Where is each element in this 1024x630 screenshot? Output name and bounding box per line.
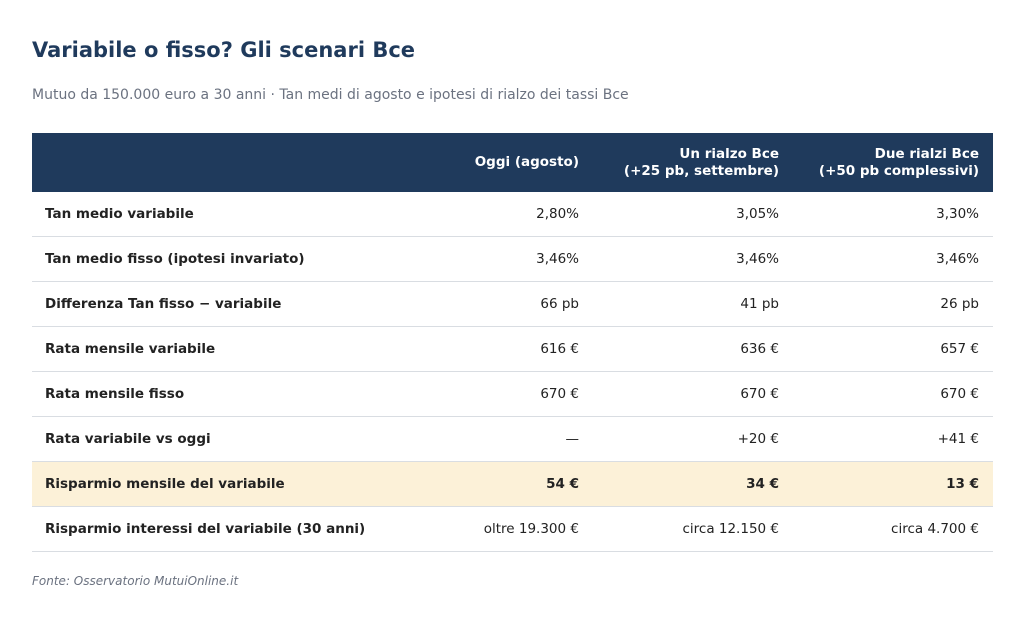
- header-cell-un-rialzo: Un rialzo Bce (+25 pb, settembre): [593, 133, 793, 192]
- table-row: Tan medio fisso (ipotesi invariato) 3,46%…: [32, 236, 993, 282]
- row-label: Risparmio mensile del variabile: [32, 461, 452, 507]
- chart-title: Variabile o fisso? Gli scenari Bce: [32, 38, 416, 62]
- table-cell: 3,30%: [793, 192, 993, 237]
- table-cell: 66 pb: [452, 281, 593, 327]
- table-cell: 670 €: [452, 371, 593, 417]
- row-label: Rata mensile fisso: [32, 371, 452, 417]
- header-line: (+25 pb, settembre): [623, 162, 779, 179]
- header-line: Oggi (agosto): [474, 154, 579, 170]
- row-label: Rata mensile variabile: [32, 326, 452, 372]
- table-body: Tan medio variabile 2,80% 3,05% 3,30% Tan me…: [32, 192, 993, 552]
- table-row: Rata mensile fisso 670 €670 €670 €: [32, 371, 993, 417]
- row-label: Tan medio variabile: [32, 192, 452, 237]
- table-cell: 670 €: [593, 371, 793, 417]
- row-label: Risparmio interessi del variabile (30 an…: [32, 506, 452, 552]
- table-cell: 54 €: [452, 461, 593, 507]
- header-cell-label: [32, 133, 452, 192]
- table-cell: circa 4.700 €: [793, 506, 993, 552]
- table-cell: 3,46%: [793, 236, 993, 282]
- table-cell: 657 €: [793, 326, 993, 372]
- table-cell: +41 €: [793, 416, 993, 462]
- header-line: Due rialzi Bce: [874, 145, 979, 162]
- table-cell: 3,46%: [593, 236, 793, 282]
- table-cell: 13 €: [793, 461, 993, 507]
- row-label: Rata variabile vs oggi: [32, 416, 452, 462]
- header-line: (+50 pb complessivi): [818, 162, 979, 179]
- table-cell: 26 pb: [793, 281, 993, 327]
- scenario-table: Oggi (agosto) Un rialzo Bce (+25 pb, set…: [32, 133, 993, 552]
- row-label: Tan medio fisso (ipotesi invariato): [32, 236, 452, 282]
- table-cell: 3,05%: [593, 192, 793, 237]
- table-cell: —: [452, 416, 593, 462]
- table-cell: 34 €: [593, 461, 793, 507]
- table-cell: 670 €: [793, 371, 993, 417]
- table-cell: 616 €: [452, 326, 593, 372]
- table-cell: +20 €: [593, 416, 793, 462]
- table-header-row: Oggi (agosto) Un rialzo Bce (+25 pb, set…: [32, 133, 993, 192]
- table-cell: 3,46%: [452, 236, 593, 282]
- header-cell-oggi: Oggi (agosto): [452, 133, 593, 192]
- row-label: Differenza Tan fisso − variabile: [32, 281, 452, 327]
- table-cell: 636 €: [593, 326, 793, 372]
- table-row: Rata variabile vs oggi — +20 € +41 €: [32, 416, 993, 462]
- table-cell: 2,80%: [452, 192, 593, 237]
- table-row: Tan medio variabile 2,80% 3,05% 3,30%: [32, 192, 993, 237]
- table-cell: 41 pb: [593, 281, 793, 327]
- header-cell-due-rialzi: Due rialzi Bce (+50 pb complessivi): [793, 133, 993, 192]
- table-row: Differenza Tan fisso − variabile 66 pb 41 …: [32, 281, 993, 327]
- header-line: Un rialzo Bce: [679, 145, 779, 162]
- table-row: Rata mensile variabile 616 €636 €657 €: [32, 326, 993, 372]
- table-cell: oltre 19.300 €: [452, 506, 593, 552]
- source-note: Fonte: Osservatorio MutuiOnline.it: [32, 574, 239, 588]
- table-cell: circa 12.150 €: [593, 506, 793, 552]
- table-row: Risparmio interessi del variabile (30 an…: [32, 506, 993, 552]
- chart-subtitle: Mutuo da 150.000 euro a 30 anni · Tan me…: [32, 87, 629, 103]
- table-row: Risparmio mensile del variabile 54 €34 €1…: [32, 461, 993, 507]
